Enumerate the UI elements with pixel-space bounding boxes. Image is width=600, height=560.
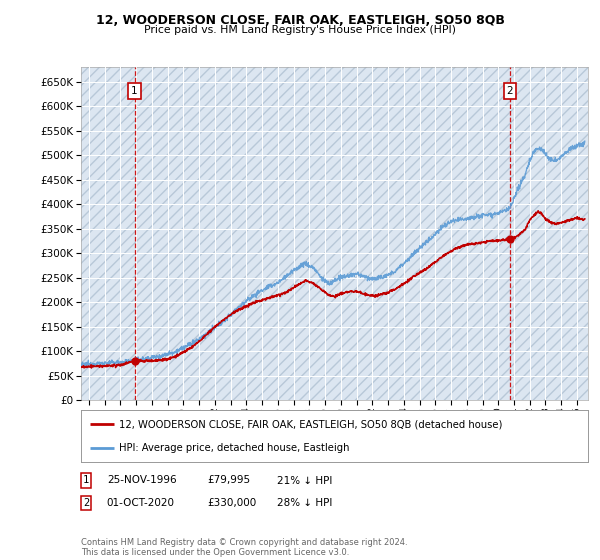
Text: 2: 2 bbox=[83, 498, 89, 508]
Text: 12, WOODERSON CLOSE, FAIR OAK, EASTLEIGH, SO50 8QB: 12, WOODERSON CLOSE, FAIR OAK, EASTLEIGH… bbox=[95, 14, 505, 27]
Text: 1: 1 bbox=[83, 475, 89, 486]
Text: HPI: Average price, detached house, Eastleigh: HPI: Average price, detached house, East… bbox=[119, 443, 350, 453]
Text: 12, WOODERSON CLOSE, FAIR OAK, EASTLEIGH, SO50 8QB (detached house): 12, WOODERSON CLOSE, FAIR OAK, EASTLEIGH… bbox=[119, 419, 502, 430]
Text: Price paid vs. HM Land Registry's House Price Index (HPI): Price paid vs. HM Land Registry's House … bbox=[144, 25, 456, 35]
Text: 2: 2 bbox=[507, 86, 514, 96]
Text: £79,995: £79,995 bbox=[207, 475, 250, 486]
Text: 28% ↓ HPI: 28% ↓ HPI bbox=[277, 498, 332, 508]
Text: 21% ↓ HPI: 21% ↓ HPI bbox=[277, 475, 332, 486]
Text: Contains HM Land Registry data © Crown copyright and database right 2024.
This d: Contains HM Land Registry data © Crown c… bbox=[81, 538, 407, 557]
Text: 01-OCT-2020: 01-OCT-2020 bbox=[107, 498, 175, 508]
Text: 25-NOV-1996: 25-NOV-1996 bbox=[107, 475, 176, 486]
Text: 1: 1 bbox=[131, 86, 138, 96]
Text: £330,000: £330,000 bbox=[207, 498, 256, 508]
Bar bbox=[81, 67, 588, 400]
